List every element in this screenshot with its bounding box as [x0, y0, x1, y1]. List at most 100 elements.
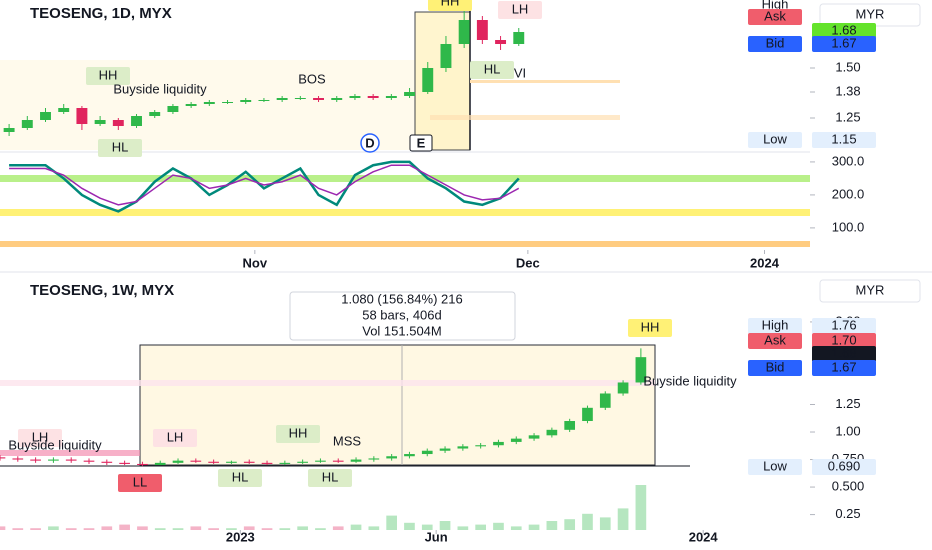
price-tag-name-bg	[748, 9, 802, 25]
y-tick-label: 200.0	[832, 186, 865, 201]
event-label: D	[365, 135, 374, 150]
annotation: HH	[289, 425, 308, 440]
candle-body	[331, 98, 343, 100]
band	[0, 241, 810, 247]
volume-bar	[279, 528, 291, 530]
candle-body	[350, 459, 362, 462]
candle-body	[635, 357, 647, 383]
candle-body	[510, 438, 522, 442]
candle-body	[404, 92, 416, 96]
volume-bar	[475, 524, 486, 530]
annotation: HL	[484, 61, 501, 76]
event-badge[interactable]	[360, 133, 380, 153]
annotation: MSS	[333, 433, 362, 448]
annotation-bg	[428, 0, 472, 11]
candle-body	[167, 106, 179, 112]
candle-body	[101, 461, 113, 463]
volume-bar	[101, 526, 113, 530]
volume-bar	[421, 524, 433, 530]
annotation-bg	[218, 469, 262, 487]
annotation-bg	[18, 429, 62, 447]
candle-body	[65, 459, 77, 461]
zone	[430, 115, 620, 120]
x-tick-label: 2023	[226, 529, 255, 544]
volume-bar	[546, 521, 558, 530]
price-tag-value-bg	[812, 459, 876, 475]
candle-body	[243, 461, 255, 463]
candle-body	[313, 98, 324, 100]
volume-bar	[0, 526, 6, 530]
candle-body	[137, 463, 148, 466]
zone	[0, 450, 140, 456]
annotation: LH	[167, 429, 184, 444]
candle-body	[12, 458, 24, 460]
volume-bar	[297, 526, 308, 530]
price-tag-name-bg	[748, 459, 802, 475]
candle-body	[149, 112, 161, 116]
candle-body	[386, 456, 397, 459]
price-tag-value-bg	[812, 36, 876, 52]
annotation: LH	[512, 1, 529, 16]
candle-body	[94, 120, 106, 124]
candle-body	[439, 448, 451, 451]
candle-body	[457, 446, 469, 449]
annotation: Buyside liquidity	[643, 373, 737, 388]
measure-box	[139, 344, 656, 466]
price-tag-value-bg	[812, 23, 876, 39]
candle-body	[240, 100, 252, 102]
annotation: Buyside liquidity	[8, 437, 102, 452]
volume-bar	[332, 526, 344, 530]
volume-bar	[154, 528, 166, 530]
volume-bar	[350, 524, 362, 530]
candle-body	[297, 461, 308, 463]
candle-body	[279, 462, 291, 464]
volume-bar	[83, 528, 95, 530]
candle-body	[58, 108, 70, 112]
annotation: HL	[322, 469, 339, 484]
annotation: HL	[112, 139, 129, 154]
candle-body	[599, 393, 611, 408]
candle-body	[385, 96, 397, 98]
candle-body	[564, 421, 576, 430]
price-tag-name: Low	[763, 131, 787, 146]
candle-body	[154, 462, 166, 466]
volume-bar	[226, 528, 237, 530]
candle-body	[0, 457, 6, 459]
annotation-bg	[628, 319, 672, 337]
price-tag-name: Bid	[766, 35, 785, 50]
chart-title: TEOSENG, 1W, MYX	[30, 282, 174, 299]
x-tick-label: Dec	[516, 255, 540, 270]
candle-body	[421, 450, 433, 455]
candle-body	[261, 462, 273, 464]
price-tag-value-bg	[812, 132, 876, 148]
candle-body	[112, 120, 124, 126]
annotation-bg	[98, 139, 142, 157]
x-tick-label: Nov	[243, 255, 268, 270]
chart-title: TEOSENG, 1D, MYX	[30, 5, 172, 22]
volume-bar	[208, 528, 219, 530]
measure-text: 1.080 (156.84%) 216	[341, 291, 462, 306]
currency: MYR	[856, 6, 885, 21]
volume-bar	[190, 526, 202, 530]
volume-bar	[510, 526, 522, 530]
annotation-bg	[470, 61, 514, 79]
candle-body	[493, 441, 504, 446]
candle-body	[185, 104, 197, 106]
y-tick-label: 1.50	[835, 59, 860, 74]
volume-bar	[635, 485, 647, 530]
price-tag-name-bg	[748, 36, 802, 52]
event-badge[interactable]	[409, 134, 433, 152]
y-tick-label: 1.25	[835, 396, 860, 411]
candle-body	[528, 435, 540, 439]
candle-body	[475, 445, 486, 447]
candle-body	[368, 458, 380, 460]
annotation-bg	[153, 429, 197, 447]
candle-body	[30, 459, 41, 461]
volume-bar	[30, 528, 41, 530]
price-tag-value: 1.68	[831, 22, 856, 37]
price-tag-name: Ask	[764, 8, 786, 23]
price-tag-name-bg	[748, 360, 802, 376]
candle-body	[294, 98, 306, 99]
annotation-bg	[308, 469, 352, 487]
